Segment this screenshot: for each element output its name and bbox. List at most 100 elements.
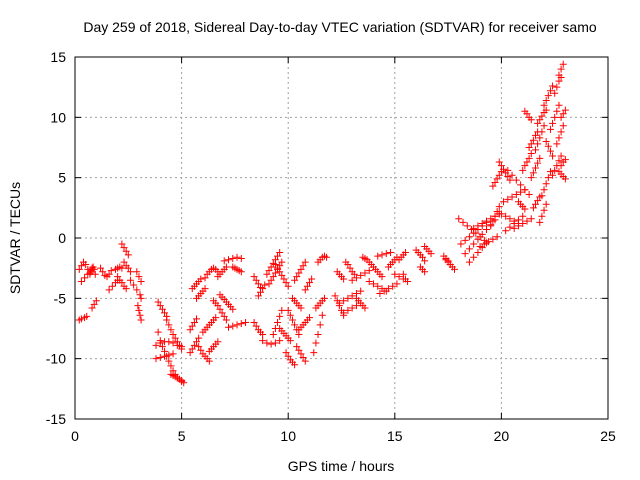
data-point	[278, 258, 286, 266]
series-seg60	[348, 267, 373, 284]
data-point	[229, 305, 237, 313]
data-point	[274, 252, 282, 260]
data-point	[188, 345, 196, 353]
data-point	[502, 212, 510, 220]
x-tick-label: 5	[178, 428, 186, 444]
data-point	[557, 128, 565, 136]
data-point	[124, 264, 132, 272]
data-point	[544, 92, 552, 100]
data-point	[527, 140, 535, 148]
data-point	[497, 210, 505, 218]
data-point	[495, 171, 503, 179]
series-seg46	[284, 306, 303, 339]
data-point	[136, 311, 144, 319]
series-seg48	[291, 258, 309, 284]
data-point	[534, 197, 542, 205]
data-points	[75, 60, 569, 387]
data-point	[532, 164, 540, 172]
data-point	[169, 339, 177, 347]
data-point	[193, 338, 201, 346]
data-point	[463, 222, 471, 230]
data-point	[97, 264, 105, 272]
series-seg11	[120, 258, 134, 276]
data-point	[465, 233, 473, 241]
data-point	[299, 262, 307, 270]
data-point	[489, 217, 497, 225]
data-point	[508, 193, 516, 201]
data-point	[216, 305, 224, 313]
data-point	[190, 318, 198, 326]
data-point	[320, 294, 328, 302]
data-point	[265, 267, 273, 275]
data-point	[252, 276, 260, 284]
series-seg90	[514, 198, 529, 213]
data-point	[510, 224, 518, 232]
data-point	[284, 352, 292, 360]
data-point	[156, 353, 164, 361]
y-tick-label: -5	[54, 290, 67, 306]
series-seg69	[395, 248, 409, 264]
data-point	[525, 191, 533, 199]
data-point	[124, 251, 132, 259]
data-point	[465, 258, 473, 266]
data-point	[137, 277, 145, 285]
data-point	[133, 268, 141, 276]
data-point	[527, 150, 535, 158]
series-seg42	[269, 306, 286, 339]
series-seg51	[301, 275, 316, 294]
data-point	[299, 353, 307, 361]
data-point	[493, 175, 501, 183]
series-seg72	[416, 263, 429, 276]
data-point	[553, 140, 561, 148]
y-tick-label: -15	[46, 411, 66, 427]
data-point	[126, 268, 134, 276]
data-point	[482, 226, 490, 234]
data-point	[190, 341, 198, 349]
data-point	[254, 280, 262, 288]
data-point	[250, 273, 258, 281]
data-point	[546, 168, 554, 176]
data-point	[491, 212, 499, 220]
data-point	[450, 265, 458, 273]
data-point	[553, 107, 561, 115]
series-seg16	[152, 338, 186, 351]
series-seg94	[527, 154, 544, 182]
data-point	[193, 315, 201, 323]
data-point	[314, 331, 322, 339]
series-seg107	[555, 168, 569, 183]
data-point	[259, 285, 267, 293]
data-point	[293, 343, 301, 351]
data-point	[118, 279, 126, 287]
data-point	[536, 134, 544, 142]
data-point	[154, 298, 162, 306]
x-tick-label: 0	[71, 428, 79, 444]
series-seg56	[333, 268, 348, 283]
data-point	[229, 255, 237, 263]
data-point	[137, 294, 145, 302]
data-point	[161, 309, 169, 317]
data-point	[107, 267, 115, 275]
data-point	[171, 334, 179, 342]
data-point	[195, 334, 203, 342]
data-point	[254, 292, 262, 300]
data-point	[75, 265, 83, 273]
data-point	[197, 346, 205, 354]
series-seg82	[487, 203, 503, 230]
series-seg36	[250, 318, 267, 339]
data-point	[295, 346, 303, 354]
data-point	[288, 316, 296, 324]
data-point	[500, 165, 508, 173]
data-point	[546, 147, 554, 155]
data-point	[225, 323, 233, 331]
series-seg43	[271, 261, 292, 290]
data-point	[559, 122, 567, 130]
data-point	[519, 212, 527, 220]
data-point	[551, 113, 559, 121]
series-seg100	[540, 82, 557, 109]
data-point	[542, 96, 550, 104]
data-point	[286, 311, 294, 319]
data-point	[303, 282, 311, 290]
data-point	[316, 321, 324, 329]
series-seg09	[114, 273, 130, 293]
data-point	[195, 343, 203, 351]
